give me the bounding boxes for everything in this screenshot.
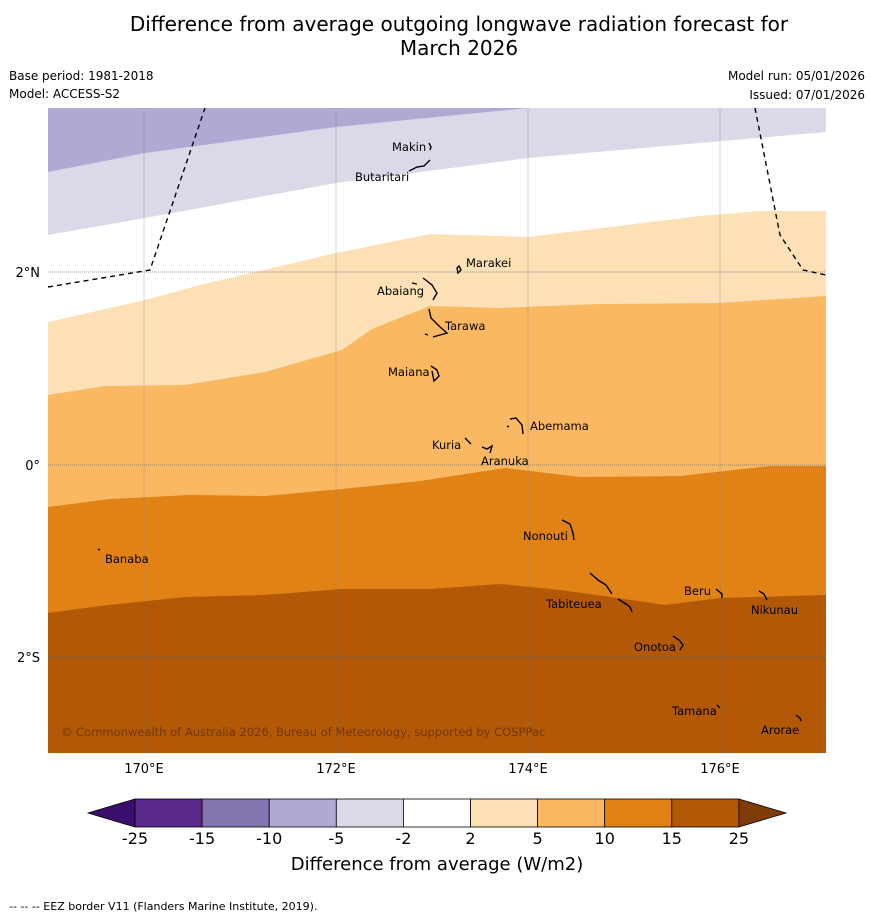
arorae-outline bbox=[795, 714, 802, 722]
label-nikunau: Nikunau bbox=[751, 603, 798, 617]
colorbar-tick-label: 2 bbox=[465, 829, 475, 848]
label-onotoa: Onotoa bbox=[634, 640, 676, 654]
map-panel: Makin Butaritari Marakei Abaiang Tarawa … bbox=[48, 108, 826, 753]
copyright-notice: © Commonwealth of Australia 2026, Bureau… bbox=[61, 725, 545, 739]
lat-label-2n: 2°N bbox=[16, 266, 41, 281]
colorbar-segment bbox=[671, 798, 740, 828]
colorbar-tick-label: 15 bbox=[662, 829, 682, 848]
lon-label-174: 174°E bbox=[508, 762, 548, 777]
colorbar-tick-label: -5 bbox=[328, 829, 344, 848]
colorbar-segment bbox=[335, 798, 404, 828]
colorbar-tick-label: -25 bbox=[122, 829, 148, 848]
colorbar-tick-label: 10 bbox=[595, 829, 615, 848]
maiana-outline bbox=[430, 365, 440, 383]
model-name: Model: ACCESS-S2 bbox=[9, 87, 121, 101]
colorbar-tick-label: -2 bbox=[395, 829, 411, 848]
gridlines bbox=[143, 108, 721, 753]
colorbar-tick-label: 25 bbox=[729, 829, 749, 848]
lon-label-172: 172°E bbox=[316, 762, 356, 777]
title-line-2: March 2026 bbox=[399, 36, 519, 60]
colorbar-segment bbox=[402, 798, 471, 828]
label-banaba: Banaba bbox=[105, 552, 149, 566]
tamana-outline bbox=[716, 704, 721, 709]
label-marakei: Marakei bbox=[466, 256, 511, 270]
colorbar-tick-label: -15 bbox=[189, 829, 215, 848]
aranuka-outline bbox=[481, 444, 494, 454]
lon-label-170: 170°E bbox=[124, 762, 164, 777]
lon-label-176: 176°E bbox=[700, 762, 740, 777]
figure-title: Difference from average outgoing longwav… bbox=[0, 12, 873, 60]
nikunau-outline bbox=[758, 590, 768, 601]
label-makin: Makin bbox=[392, 140, 426, 154]
kuria-outline bbox=[464, 437, 472, 445]
colorbar-extend-high bbox=[738, 798, 788, 828]
beru-outline bbox=[715, 588, 723, 598]
banaba-outline bbox=[97, 548, 101, 551]
colorbar: -25 -15 -10 -5 -2 2 5 10 15 25 bbox=[86, 798, 788, 848]
tarawa-outline bbox=[424, 308, 449, 338]
band-15-25 bbox=[48, 584, 826, 753]
label-butaritari: Butaritari bbox=[355, 170, 409, 184]
colorbar-segment bbox=[134, 798, 203, 828]
island-outlines bbox=[97, 142, 802, 722]
colorbar-tick-label: 5 bbox=[533, 829, 543, 848]
butaritari-outline bbox=[408, 159, 431, 172]
label-tamana: Tamana bbox=[671, 704, 717, 718]
colorbar-extend-low bbox=[86, 798, 136, 828]
lat-axis-labels: 2°N 0° 2°S bbox=[16, 266, 41, 666]
island-labels: Makin Butaritari Marakei Abaiang Tarawa … bbox=[105, 140, 799, 737]
label-beru: Beru bbox=[684, 584, 711, 598]
base-period: Base period: 1981-2018 bbox=[9, 69, 154, 83]
latitude-lines bbox=[48, 271, 826, 658]
colorbar-segment bbox=[268, 798, 337, 828]
label-abaiang: Abaiang bbox=[377, 284, 424, 298]
lat-label-2s: 2°S bbox=[17, 651, 40, 666]
colorbar-segment bbox=[201, 798, 270, 828]
abemama-outline bbox=[506, 417, 524, 435]
label-nonouti: Nonouti bbox=[523, 529, 568, 543]
label-arorae: Arorae bbox=[761, 723, 799, 737]
title-line-1: Difference from average outgoing longwav… bbox=[129, 12, 789, 36]
eez-footnote: -- -- -- EEZ border V11 (Flanders Marine… bbox=[9, 900, 318, 913]
marakei-outline bbox=[456, 264, 462, 275]
nonouti-outline bbox=[561, 519, 575, 541]
eez-border bbox=[48, 108, 826, 288]
abaiang-outline bbox=[411, 277, 438, 301]
colorbar-title: Difference from average (W/m2) bbox=[291, 854, 583, 875]
issued-date: Issued: 07/01/2026 bbox=[749, 88, 865, 102]
onotoa-outline bbox=[672, 635, 684, 651]
colorbar-segment bbox=[470, 798, 538, 828]
label-maiana: Maiana bbox=[388, 365, 430, 379]
lon-axis-labels: 170°E 172°E 174°E 176°E bbox=[124, 762, 740, 777]
label-tabiteuea: Tabiteuea bbox=[545, 597, 602, 611]
colorbar-segment bbox=[604, 798, 673, 828]
label-abemama: Abemama bbox=[530, 419, 589, 433]
label-tarawa: Tarawa bbox=[444, 319, 485, 333]
label-aranuka: Aranuka bbox=[481, 454, 529, 468]
colorbar-segment bbox=[537, 798, 606, 828]
lat-label-0: 0° bbox=[25, 459, 40, 474]
label-kuria: Kuria bbox=[432, 438, 461, 452]
tabiteuea-outline bbox=[589, 572, 633, 613]
model-run: Model run: 05/01/2026 bbox=[727, 69, 865, 83]
colorbar-tick-label: -10 bbox=[256, 829, 282, 848]
makin-outline bbox=[428, 142, 432, 151]
